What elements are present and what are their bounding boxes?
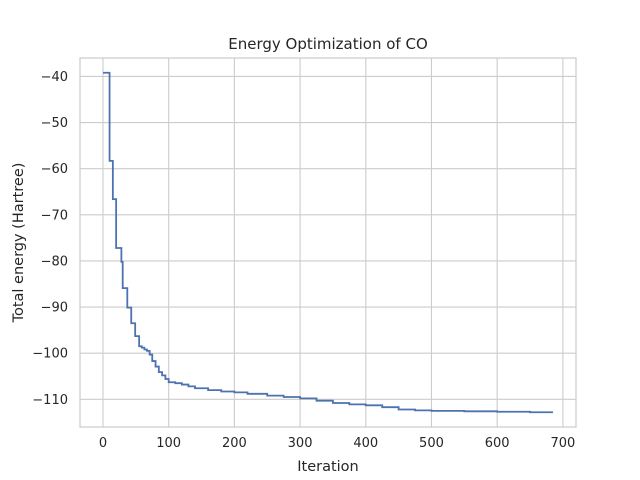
x-tick-label: 700	[550, 436, 575, 451]
y-tick-label: −50	[41, 116, 68, 131]
y-axis-label: Total energy (Hartree)	[11, 163, 27, 324]
grid	[80, 58, 576, 427]
y-tick-label: −60	[41, 162, 68, 177]
plot-frame	[79, 57, 577, 428]
x-tick-label: 600	[485, 436, 510, 451]
y-tick-label: −90	[41, 301, 68, 316]
x-tick-label: 300	[288, 436, 313, 451]
x-tick-label: 400	[353, 436, 378, 451]
x-tick-label: 0	[99, 436, 107, 451]
x-tick-label: 200	[222, 436, 247, 451]
y-axis-ticks: −40 −50 −60 −70 −80 −90 −100 −110	[32, 70, 68, 408]
y-tick-label: −110	[32, 393, 68, 408]
x-axis-label: Iteration	[297, 459, 359, 475]
y-tick-label: −70	[41, 208, 68, 223]
energy-series-line	[102, 71, 554, 414]
chart-title: Energy Optimization of CO	[228, 35, 428, 53]
y-tick-label: −100	[32, 347, 68, 362]
x-tick-label: 100	[156, 436, 181, 451]
y-tick-label: −80	[41, 254, 68, 269]
x-tick-label: 500	[419, 436, 444, 451]
x-axis-ticks: 0 100 200 300 400 500 600 700	[99, 436, 575, 451]
y-tick-label: −40	[41, 70, 68, 85]
